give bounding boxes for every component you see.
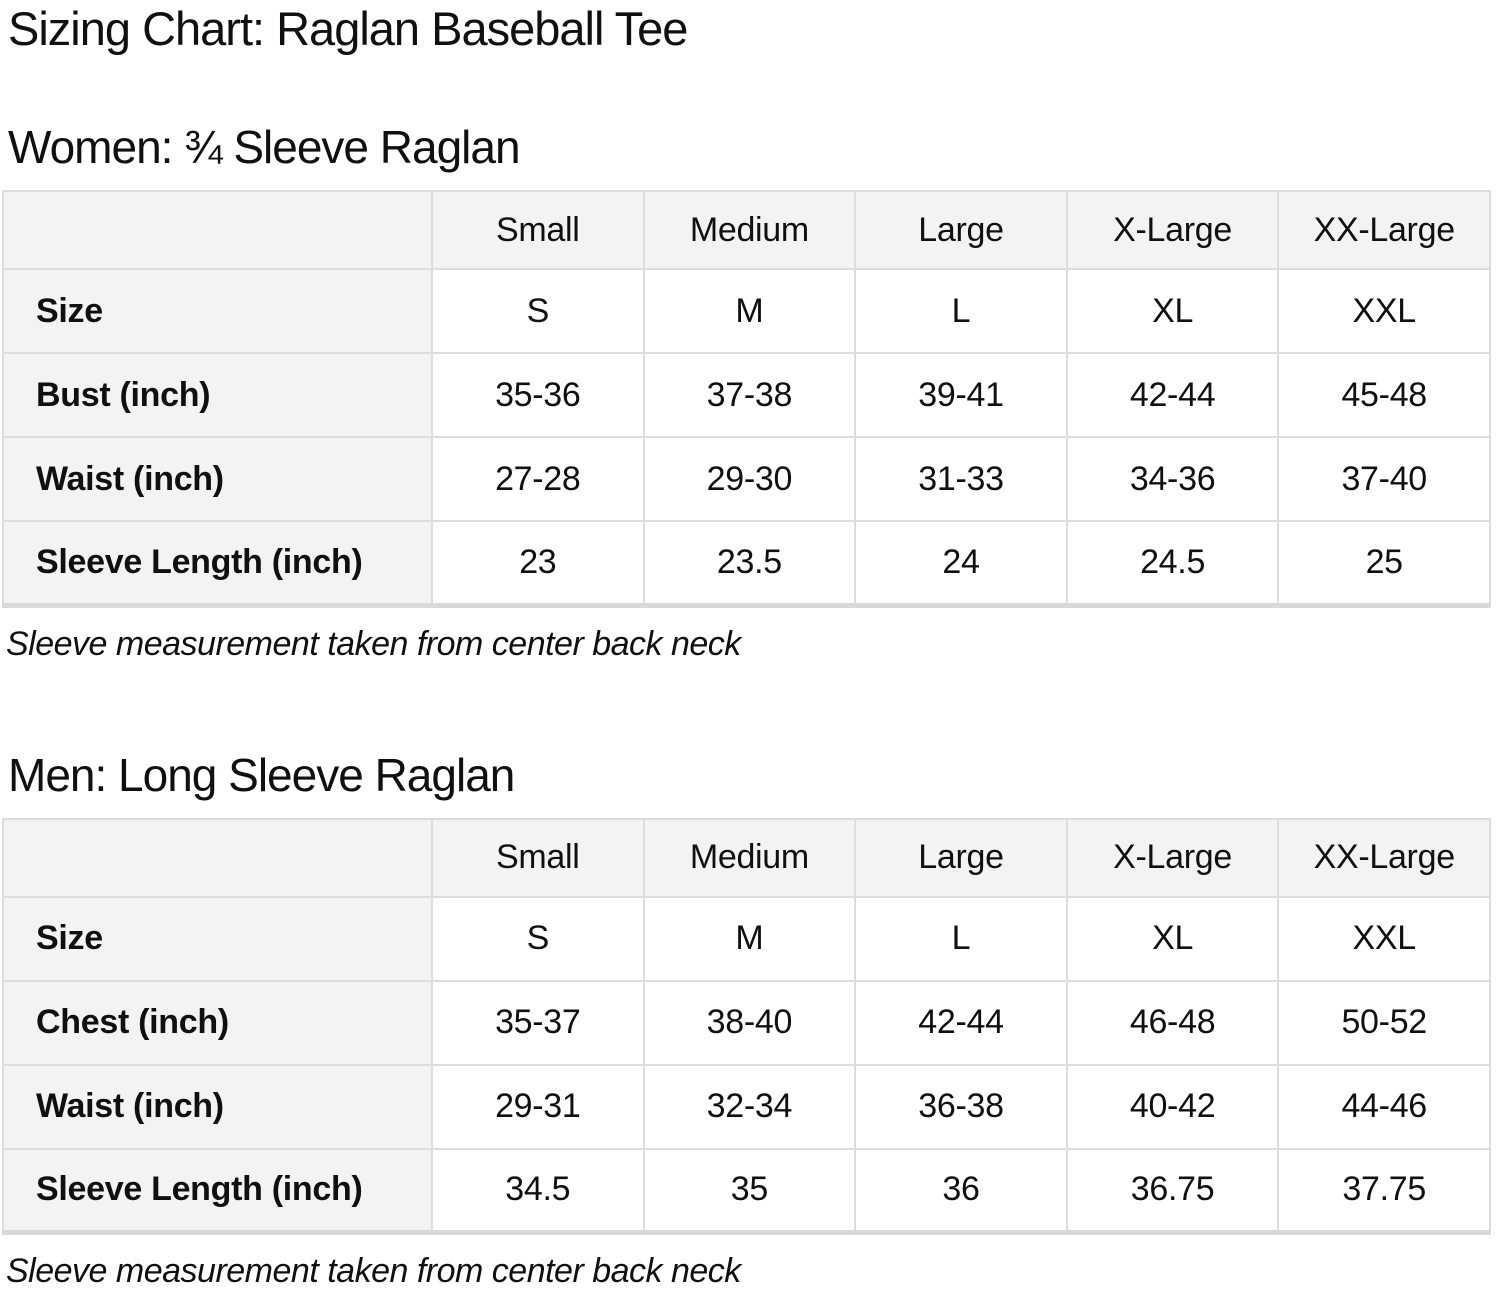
cell: 35-36 [431,352,645,438]
women-sizing-table: Small Medium Large X-Large XX-Large Size… [2,190,1491,608]
cell: 23.5 [642,520,857,606]
cell: 38-40 [642,979,857,1066]
cell: 27-28 [431,436,645,522]
cell: 40-42 [1065,1063,1280,1150]
column-header-small: Small [431,817,645,898]
men-section-heading: Men: Long Sleeve Raglan [8,748,515,801]
cell: S [431,895,645,982]
table-row-chest: Chest (inch) 35-37 38-40 42-44 46-48 50-… [2,979,1491,1066]
cell: M [642,895,857,982]
cell: 37.75 [1277,1147,1491,1234]
cell: 42-44 [854,979,1068,1066]
women-section: Women: ¾ Sleeve Raglan Small Medium Larg… [2,120,1491,664]
cell: 36-38 [854,1063,1068,1150]
cell: XXL [1277,268,1491,354]
cell: 24.5 [1065,520,1280,606]
cell: 29-30 [642,436,857,522]
row-label: Waist (inch) [2,1063,433,1150]
table-row-sleeve-length: Sleeve Length (inch) 34.5 35 36 36.75 37… [2,1147,1491,1234]
cell: 39-41 [854,352,1068,438]
table-row-size: Size S M L XL XXL [2,895,1491,982]
table-row-waist: Waist (inch) 27-28 29-30 31-33 34-36 37-… [2,436,1491,522]
page-title: Sizing Chart: Raglan Baseball Tee [8,2,688,55]
row-label: Waist (inch) [2,436,433,522]
table-row-size: Size S M L XL XXL [2,268,1491,354]
cell: S [431,268,645,354]
table-row-sleeve-length: Sleeve Length (inch) 23 23.5 24 24.5 25 [2,520,1491,606]
cell: 36 [854,1147,1068,1234]
cell: 36.75 [1065,1147,1280,1234]
header-row: Small Medium Large X-Large XX-Large [2,190,1491,270]
cell: 25 [1277,520,1491,606]
column-header-medium: Medium [642,817,857,898]
header-row: Small Medium Large X-Large XX-Large [2,817,1491,898]
table-row-bust: Bust (inch) 35-36 37-38 39-41 42-44 45-4… [2,352,1491,438]
cell: XL [1065,268,1280,354]
cell: 46-48 [1065,979,1280,1066]
column-header-xxlarge: XX-Large [1277,190,1491,270]
column-header-xlarge: X-Large [1065,190,1280,270]
cell: 50-52 [1277,979,1491,1066]
cell: 23 [431,520,645,606]
row-label: Size [2,268,433,354]
cell: L [854,895,1068,982]
corner-cell [2,817,433,898]
column-header-xxlarge: XX-Large [1277,817,1491,898]
cell: 29-31 [431,1063,645,1150]
column-header-small: Small [431,190,645,270]
column-header-large: Large [854,817,1068,898]
cell: 35 [642,1147,857,1234]
sleeve-measurement-note: Sleeve measurement taken from center bac… [6,1252,741,1290]
row-label: Sleeve Length (inch) [2,520,433,606]
men-section: Men: Long Sleeve Raglan Small Medium Lar… [2,748,1491,1292]
cell: 42-44 [1065,352,1280,438]
cell: 34-36 [1065,436,1280,522]
cell: 34.5 [431,1147,645,1234]
row-label: Chest (inch) [2,979,433,1066]
row-label: Bust (inch) [2,352,433,438]
cell: L [854,268,1068,354]
row-label: Size [2,895,433,982]
sleeve-measurement-note: Sleeve measurement taken from center bac… [6,624,741,663]
column-header-xlarge: X-Large [1065,817,1280,898]
column-header-medium: Medium [642,190,857,270]
cell: 32-34 [642,1063,857,1150]
cell: XL [1065,895,1280,982]
cell: 45-48 [1277,352,1491,438]
men-sizing-table: Small Medium Large X-Large XX-Large Size… [2,817,1491,1235]
cell: XXL [1277,895,1491,982]
women-section-heading: Women: ¾ Sleeve Raglan [8,121,521,173]
corner-cell [2,190,433,270]
cell: 24 [854,520,1068,606]
column-header-large: Large [854,190,1068,270]
table-row-waist: Waist (inch) 29-31 32-34 36-38 40-42 44-… [2,1063,1491,1150]
row-label: Sleeve Length (inch) [2,1147,433,1234]
cell: M [642,268,857,354]
cell: 37-40 [1277,436,1491,522]
cell: 37-38 [642,352,857,438]
cell: 35-37 [431,979,645,1066]
cell: 31-33 [854,436,1068,522]
cell: 44-46 [1277,1063,1491,1150]
